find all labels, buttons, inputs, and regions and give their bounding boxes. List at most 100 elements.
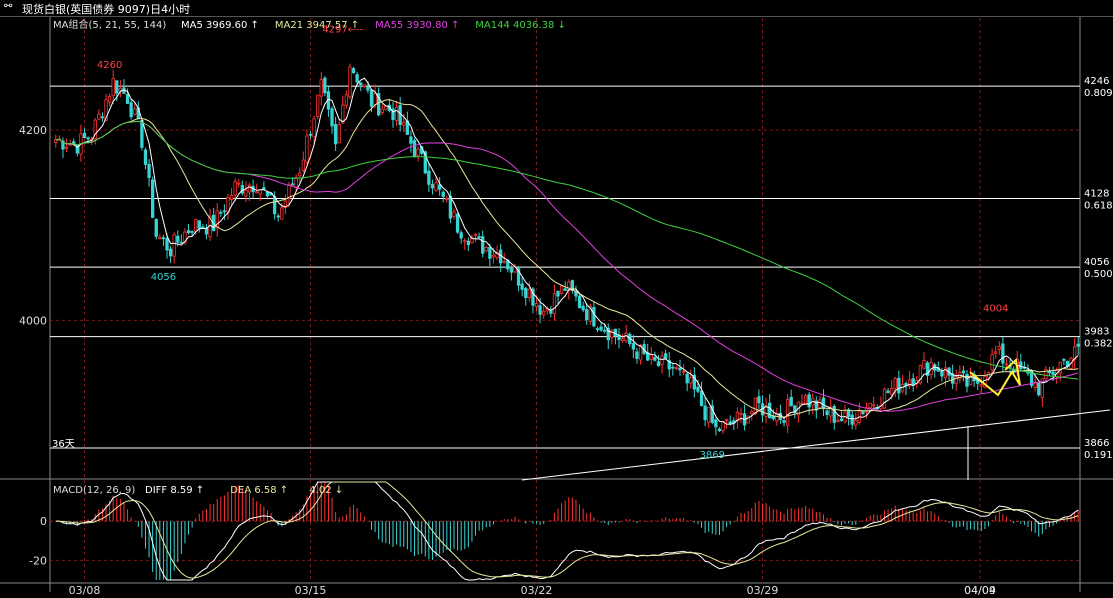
candle-body <box>265 192 270 197</box>
ma-legend-item: MA21 3947.57 ↑ <box>275 20 359 31</box>
candle-body <box>782 419 786 423</box>
candle-body <box>911 378 915 386</box>
candle-body <box>961 370 966 374</box>
candle-body <box>459 232 463 239</box>
candle-body <box>165 238 169 251</box>
macd-line <box>55 481 1079 579</box>
fib-price-label: 3866 <box>1084 438 1109 449</box>
candle-body <box>588 305 592 322</box>
candle-body <box>717 428 722 432</box>
fib-ratio-label: 0.500 <box>1084 269 1113 280</box>
candle-body <box>452 211 456 218</box>
candle-body <box>567 281 571 292</box>
candle-body <box>1037 382 1041 396</box>
x-tick-label: 03/22 <box>521 584 553 597</box>
candle-body <box>154 219 158 237</box>
candle-body <box>950 373 955 384</box>
candle-body <box>125 94 130 104</box>
candle-body <box>391 108 395 120</box>
candle-body <box>728 421 732 424</box>
candle-body <box>850 414 854 425</box>
candle-body <box>710 405 714 423</box>
candle-body <box>323 77 327 94</box>
candle-body <box>312 118 316 138</box>
candle-body <box>54 139 58 143</box>
candle-body <box>606 327 610 341</box>
candle-body <box>832 405 836 423</box>
candle-body <box>190 231 194 233</box>
candle-body <box>455 213 460 233</box>
candle-body <box>423 151 427 174</box>
candle-body <box>768 402 772 419</box>
candle-body <box>656 361 661 367</box>
candle-body <box>703 405 707 421</box>
trend-line <box>521 409 1111 481</box>
candle-body <box>531 288 535 306</box>
candle-body <box>308 133 313 136</box>
candle-body <box>470 236 474 244</box>
candle-body <box>488 247 492 259</box>
candle-body <box>1072 346 1077 361</box>
macd-line <box>55 481 1079 581</box>
fib-ratio-label: 0.618 <box>1084 201 1113 212</box>
fib-price-label: 4246 <box>1084 76 1109 87</box>
candle-body <box>398 105 402 125</box>
candle-body <box>337 124 341 144</box>
candle-body <box>380 108 384 113</box>
candle-body <box>549 310 553 314</box>
candle-body <box>746 415 750 424</box>
candle-body <box>161 237 166 240</box>
candle-body <box>86 137 90 140</box>
candle-body <box>922 360 926 369</box>
candle-body <box>592 307 596 327</box>
candle-body <box>373 93 377 105</box>
candle-body <box>333 124 338 145</box>
candle-body <box>556 290 560 297</box>
candle-body <box>1051 371 1055 376</box>
candle-body <box>692 374 697 390</box>
candle-body <box>377 93 381 116</box>
macd-tick-label: -20 <box>29 554 47 567</box>
candle-body <box>552 293 557 314</box>
candle-body <box>1040 378 1044 398</box>
ma-line <box>55 120 1079 380</box>
candle-body <box>793 405 797 414</box>
candle-body <box>516 268 521 286</box>
link-icon: ⚯ <box>4 1 13 12</box>
candle-body <box>559 285 564 294</box>
x-tick-label: 03/29 <box>747 584 779 597</box>
candle-body <box>585 309 589 321</box>
candle-body <box>577 295 582 309</box>
candle-body <box>147 163 151 178</box>
candle-body <box>348 66 352 98</box>
candle-body <box>570 280 575 291</box>
candle-body <box>739 412 743 415</box>
candle-body <box>204 227 209 235</box>
candle-body <box>316 94 320 117</box>
candle-body <box>441 191 445 197</box>
fib-price-label: 3983 <box>1084 327 1109 338</box>
ma-line <box>55 77 1079 425</box>
candle-body <box>129 102 133 118</box>
candle-body <box>825 410 829 416</box>
candle-body <box>394 106 399 121</box>
candle-body <box>255 191 259 194</box>
candle-body <box>430 184 435 189</box>
x-tick-label: 04/04 <box>964 584 996 597</box>
candle-body <box>133 108 137 115</box>
candle-body <box>764 405 768 417</box>
candle-body <box>355 74 359 83</box>
candle-body <box>958 372 962 380</box>
candle-body <box>1044 369 1048 380</box>
candle-body <box>61 140 65 150</box>
x-tick-label: 03/08 <box>69 584 101 597</box>
candle-body <box>925 362 930 376</box>
candle-body <box>789 396 793 407</box>
candle-body <box>359 82 363 85</box>
candle-body <box>785 399 790 426</box>
fib-ratio-label: 0.809 <box>1084 88 1113 99</box>
fib-ratio-label: 0.382 <box>1084 339 1113 350</box>
candle-body <box>97 113 101 120</box>
candle-body <box>527 288 531 298</box>
